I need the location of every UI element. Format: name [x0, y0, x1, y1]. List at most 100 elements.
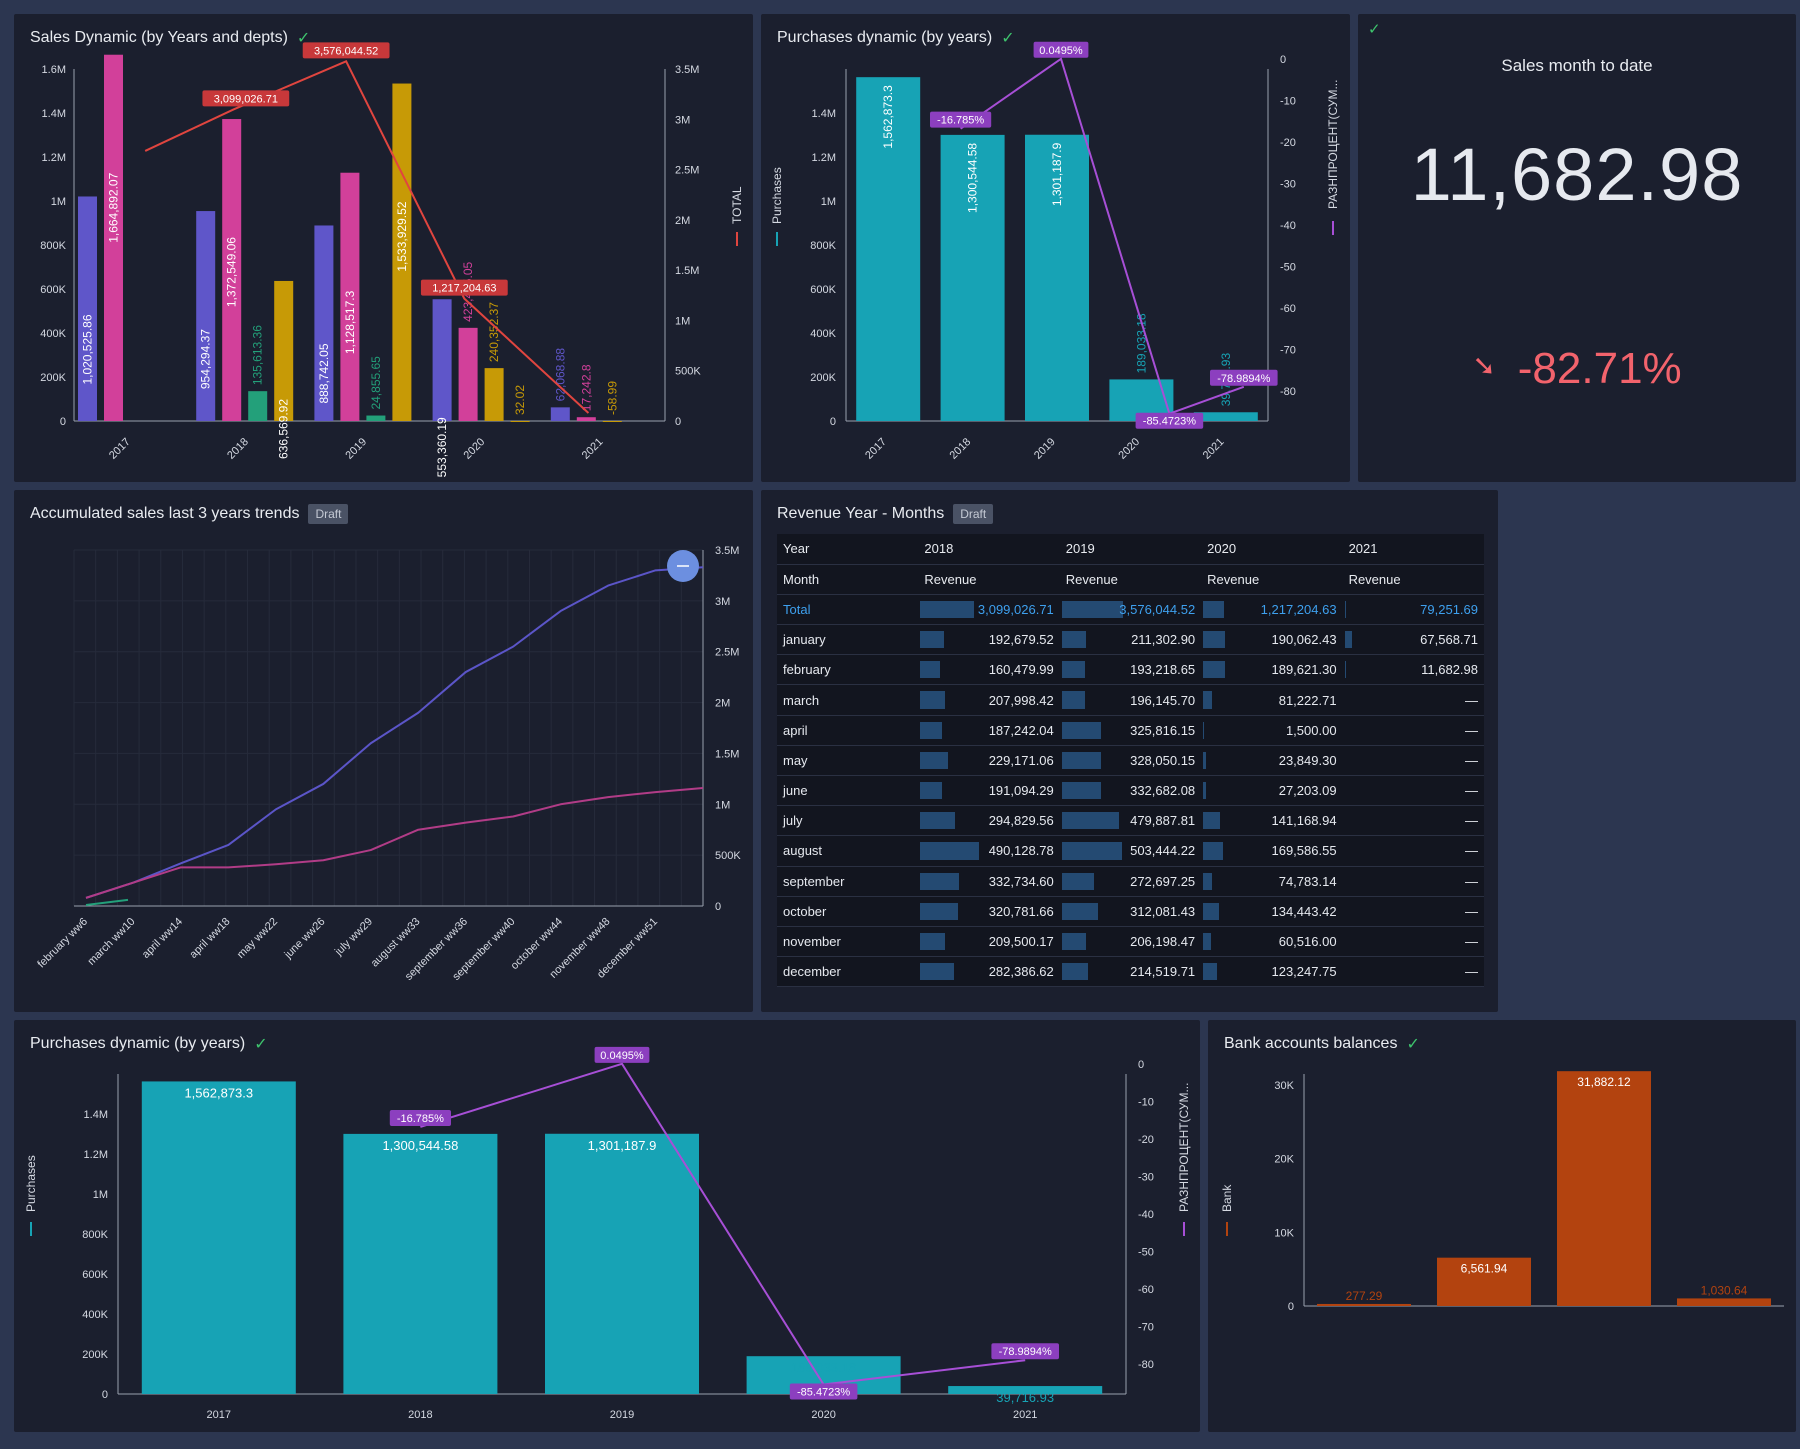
revenue-cell[interactable]: 67,568.71 [1342, 624, 1484, 656]
right-axis-legend-swatch [1183, 1222, 1185, 1236]
revenue-cell[interactable]: 206,198.47 [1059, 926, 1202, 958]
revenue-cell[interactable]: — [1342, 896, 1484, 927]
revenue-cell[interactable]: 325,816.15 [1059, 715, 1202, 746]
revenue-cell[interactable]: 282,386.62 [918, 956, 1060, 988]
y-left-tick-label: 0 [102, 1389, 108, 1401]
revenue-cell[interactable]: 3,099,026.71 [918, 594, 1060, 626]
year-2018[interactable]: 2018 [918, 534, 1060, 565]
revenue-cell[interactable]: 294,829.56 [918, 805, 1060, 837]
revenue-cell[interactable]: 123,247.75 [1201, 956, 1343, 988]
revenue-cell[interactable]: 160,479.99 [918, 654, 1060, 686]
revenue-cell[interactable]: 490,128.78 [918, 835, 1060, 867]
revenue-header[interactable]: Revenue [1201, 564, 1343, 595]
revenue-cell[interactable]: 79,251.69 [1342, 594, 1484, 626]
percent-data-label: 0.0495% [600, 1050, 644, 1062]
revenue-header[interactable]: Revenue [1059, 564, 1202, 595]
revenue-value: 190,062.43 [1271, 632, 1337, 648]
revenue-cell[interactable]: 11,682.98 [1342, 654, 1484, 686]
data-bar [1203, 782, 1206, 800]
revenue-cell[interactable]: 74,783.14 [1201, 866, 1343, 897]
revenue-cell[interactable]: 187,242.04 [918, 715, 1060, 746]
sales-dynamic-chart[interactable]: 0 200K 400K 600K 800K 1M 1.2M 1.4M 1.6M 0 500K 1M 1.… [14, 14, 753, 482]
revenue-cell[interactable]: 191,094.29 [918, 775, 1060, 807]
revenue-header[interactable]: Revenue [918, 564, 1060, 595]
revenue-cell[interactable]: 134,443.42 [1201, 896, 1343, 927]
revenue-cell[interactable]: — [1342, 926, 1484, 958]
revenue-value: 1,500.00 [1285, 722, 1337, 738]
x-tick-label: february ww6 [35, 916, 90, 971]
revenue-cell[interactable]: 23,849.30 [1201, 745, 1343, 777]
purchases-bottom-chart[interactable]: 0 200K 400K 600K 800K 1M 1.2M 1.4M 0 -10 -20 -30 -40… [14, 1020, 1200, 1432]
data-bar [920, 751, 948, 769]
total-data-label: 1,217,204.63 [432, 283, 496, 295]
revenue-cell[interactable]: 169,586.55 [1201, 835, 1343, 867]
revenue-value: 193,218.65 [1130, 662, 1196, 678]
percent-data-label: 0.0495% [1039, 45, 1083, 57]
revenue-cell[interactable]: 332,734.60 [918, 866, 1060, 897]
revenue-cell[interactable]: — [1342, 866, 1484, 897]
revenue-cell[interactable]: 27,203.09 [1201, 775, 1343, 807]
revenue-cell[interactable]: 479,887.81 [1059, 805, 1202, 837]
data-label: 1,128,517.3 [343, 290, 357, 354]
percent-data-label: -16.785% [397, 1113, 444, 1125]
revenue-cell[interactable]: 312,081.43 [1059, 896, 1202, 927]
revenue-cell[interactable]: 214,519.71 [1059, 956, 1202, 988]
revenue-value: 192,679.52 [988, 632, 1054, 648]
year-2020[interactable]: 2020 [1201, 534, 1343, 565]
year-2021[interactable]: 2021 [1342, 534, 1484, 565]
sales-dynamic-panel: Sales Dynamic (by Years and depts) ✓ 0 20… [14, 14, 753, 482]
revenue-cell[interactable]: 320,781.66 [918, 896, 1060, 927]
panel-title: Purchases dynamic (by years) [30, 1035, 246, 1052]
revenue-cell[interactable]: — [1342, 684, 1484, 716]
x-tick-label: 2021 [580, 436, 606, 462]
revenue-cell[interactable]: 3,576,044.52 [1059, 594, 1202, 626]
revenue-cell[interactable]: — [1342, 775, 1484, 807]
purchases-top-title-row: Purchases dynamic (by years) ✓ [777, 28, 1015, 48]
revenue-cell[interactable]: 272,697.25 [1059, 866, 1202, 897]
revenue-header[interactable]: Revenue [1342, 564, 1484, 595]
revenue-cell[interactable]: 209,500.17 [918, 926, 1060, 958]
data-bar [1061, 721, 1101, 739]
revenue-cell[interactable]: — [1342, 835, 1484, 867]
revenue-cell[interactable]: 141,168.94 [1201, 805, 1343, 837]
revenue-cell[interactable]: 190,062.43 [1201, 624, 1343, 656]
y-right-tick-label: 1M [715, 799, 730, 811]
revenue-value: 79,251.69 [1420, 601, 1478, 617]
month-cell: Total [777, 594, 919, 626]
bank-chart[interactable]: 0 10K 20K 30K 277.29 6,561.94 31,882.12 1,030.6… [1208, 1020, 1796, 1432]
revenue-cell[interactable]: 60,516.00 [1201, 926, 1343, 958]
revenue-cell[interactable]: 196,145.70 [1059, 684, 1202, 716]
month-cell: september [777, 866, 919, 897]
revenue-cell[interactable]: — [1342, 715, 1484, 746]
revenue-cell[interactable]: — [1342, 745, 1484, 777]
revenue-cell[interactable]: 1,500.00 [1201, 715, 1343, 746]
revenue-cell[interactable]: — [1342, 956, 1484, 988]
table-row: may 229,171.06 328,050.15 23,849.30 — [777, 745, 1484, 777]
revenue-cell[interactable]: 332,682.08 [1059, 775, 1202, 807]
revenue-cell[interactable]: 207,998.42 [918, 684, 1060, 716]
percent-data-label-bg [1135, 412, 1204, 429]
bar [1557, 1071, 1651, 1306]
bar [248, 391, 268, 421]
bar [458, 327, 478, 421]
year-2019[interactable]: 2019 [1059, 534, 1202, 565]
data-bar [1061, 691, 1086, 709]
revenue-cell[interactable]: 193,218.65 [1059, 654, 1202, 686]
y-left-tick-label: 1M [51, 196, 66, 208]
percent-data-label-bg [389, 1109, 451, 1126]
y-right-tick-label: -10 [1138, 1097, 1154, 1109]
revenue-cell[interactable]: 211,302.90 [1059, 624, 1202, 656]
revenue-cell[interactable]: 328,050.15 [1059, 745, 1202, 777]
y-right-tick-label: 500K [715, 850, 741, 862]
revenue-cell[interactable]: 1,217,204.63 [1201, 594, 1343, 626]
revenue-cell[interactable]: 81,222.71 [1201, 684, 1343, 716]
accumulated-chart[interactable]: 0 500K 1M 1.5M 2M 2.5M 3M 3.5M february ww6march… [14, 490, 753, 1012]
data-bar [1061, 782, 1101, 800]
revenue-cell[interactable]: — [1342, 805, 1484, 837]
revenue-cell[interactable]: 192,679.52 [918, 624, 1060, 656]
revenue-cell[interactable]: 229,171.06 [918, 745, 1060, 777]
revenue-cell[interactable]: 503,444.22 [1059, 835, 1202, 867]
data-bar [920, 902, 959, 920]
purchases-top-chart[interactable]: 0 200K 400K 600K 800K 1M 1.2M 1.4M 0 -10 -20 -30 -40… [761, 14, 1350, 482]
revenue-cell[interactable]: 189,621.30 [1201, 654, 1343, 686]
